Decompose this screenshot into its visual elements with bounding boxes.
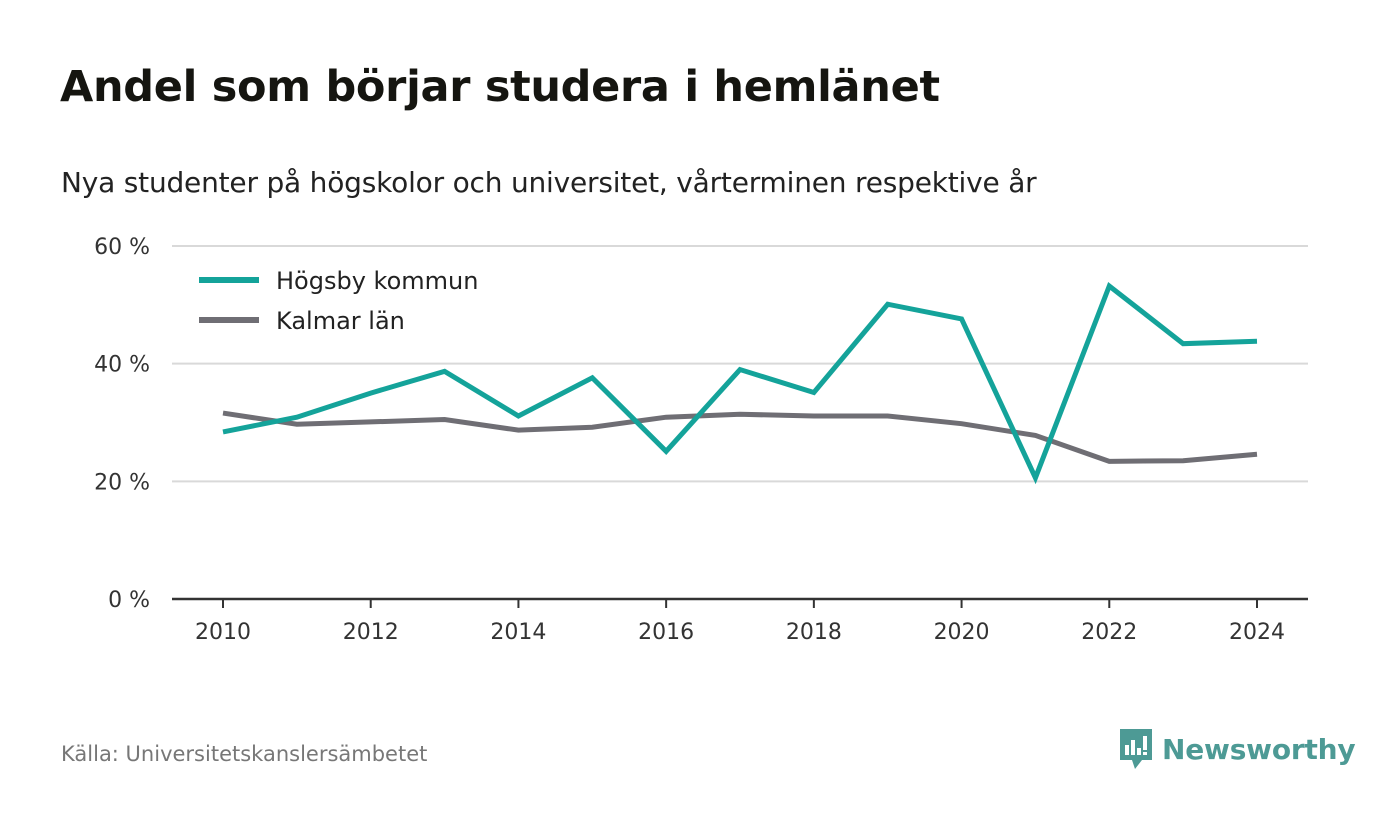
x-tick-label: 2022: [1081, 620, 1137, 645]
y-tick-label: 40 %: [94, 353, 150, 378]
x-tick-label: 2012: [343, 620, 399, 645]
x-tick-label: 2010: [195, 620, 251, 645]
x-tick-label: 2014: [490, 620, 546, 645]
y-tick-label: 60 %: [94, 235, 150, 260]
newsworthy-logo-icon: [1120, 729, 1152, 769]
x-axis-ticks: 2010 2012 2014 2016 2018 2020 2022 2024: [195, 599, 1285, 645]
chart-title: Andel som börjar studera i hemlänet: [60, 62, 940, 112]
line-chart: 0 % 20 % 40 % 60 % 2010 2012 2014 2016 2018 2020…: [94, 235, 1308, 645]
legend: Högsby kommun Kalmar län: [199, 267, 478, 335]
y-axis-ticks: 0 % 20 % 40 % 60 %: [94, 235, 150, 613]
brand-logo: Newsworthy: [1118, 727, 1356, 771]
legend-label: Högsby kommun: [276, 267, 478, 295]
x-tick-label: 2020: [934, 620, 990, 645]
x-tick-label: 2024: [1229, 620, 1285, 645]
y-tick-label: 20 %: [94, 470, 150, 495]
series-line-kalmar-ln: [222, 410, 1258, 464]
x-tick-label: 2018: [786, 620, 842, 645]
y-tick-label: 0 %: [108, 588, 150, 613]
series-line-hgsby-kommun: [222, 281, 1258, 485]
x-tick-label: 2016: [638, 620, 694, 645]
gridlines: [172, 245, 1308, 601]
brand-name: Newsworthy: [1162, 732, 1356, 766]
legend-label: Kalmar län: [276, 307, 405, 335]
chart-subtitle: Nya studenter på högskolor och universit…: [61, 166, 1037, 199]
source-note: Källa: Universitetskanslersämbetet: [61, 742, 428, 766]
series-lines: [222, 281, 1258, 485]
